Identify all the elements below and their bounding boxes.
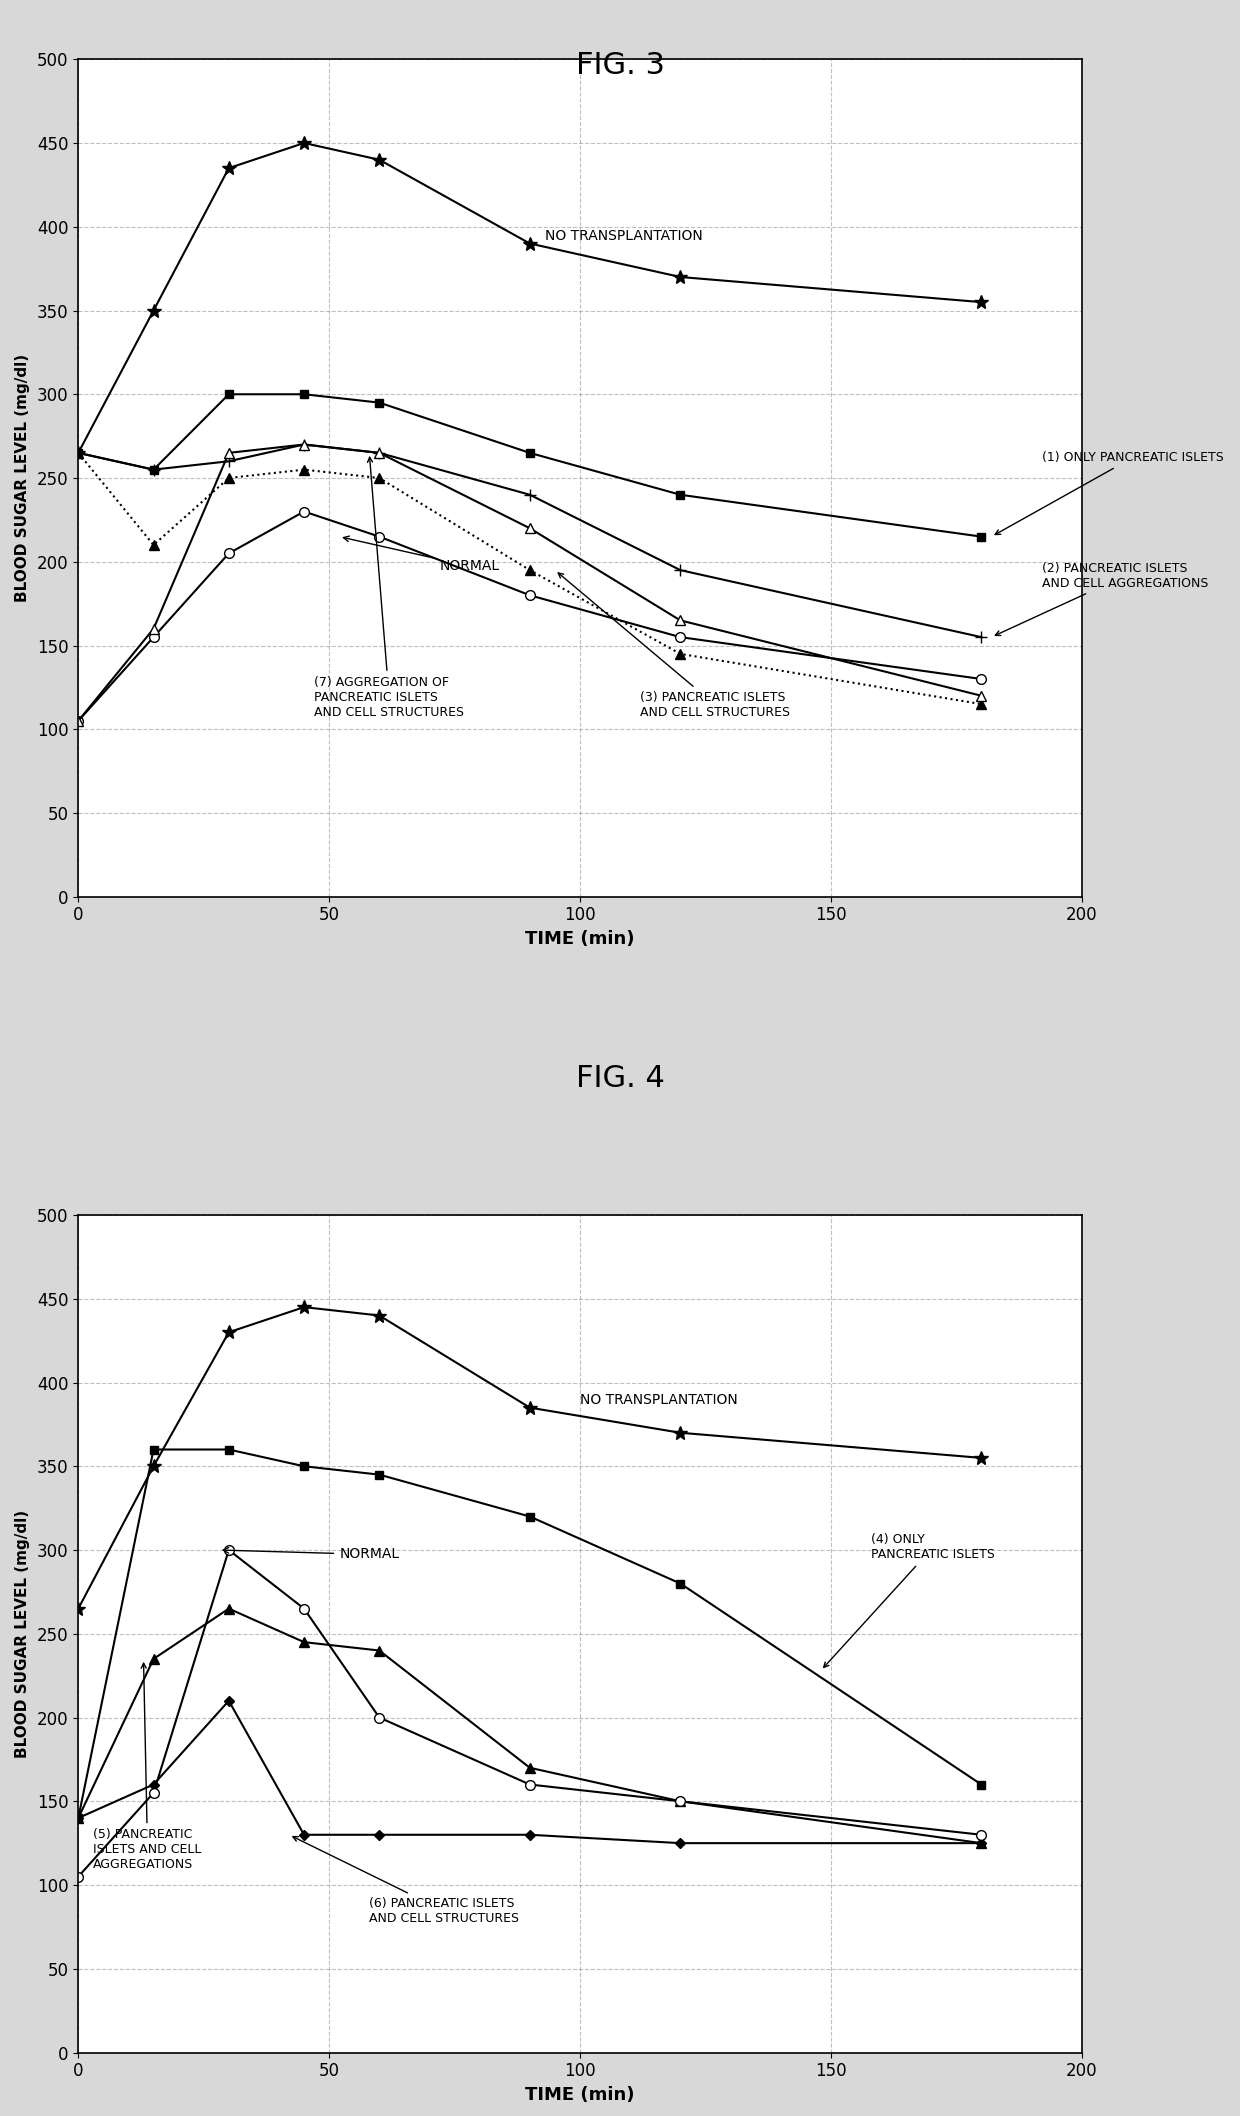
Y-axis label: BLOOD SUGAR LEVEL (mg/dl): BLOOD SUGAR LEVEL (mg/dl) [15,1509,30,1758]
Text: NO TRANSPLANTATION: NO TRANSPLANTATION [580,1392,738,1407]
Text: FIG. 4: FIG. 4 [575,1064,665,1094]
Text: NORMAL: NORMAL [223,1547,399,1562]
Text: (2) PANCREATIC ISLETS
AND CELL AGGREGATIONS: (2) PANCREATIC ISLETS AND CELL AGGREGATI… [996,563,1208,635]
Text: (4) ONLY
PANCREATIC ISLETS: (4) ONLY PANCREATIC ISLETS [823,1534,994,1667]
X-axis label: TIME (min): TIME (min) [526,931,635,948]
Text: NORMAL: NORMAL [343,535,500,573]
Text: (7) AGGREGATION OF
PANCREATIC ISLETS
AND CELL STRUCTURES: (7) AGGREGATION OF PANCREATIC ISLETS AND… [314,457,464,719]
Text: FIG. 3: FIG. 3 [575,51,665,80]
Text: (6) PANCREATIC ISLETS
AND CELL STRUCTURES: (6) PANCREATIC ISLETS AND CELL STRUCTURE… [293,1837,520,1926]
Y-axis label: BLOOD SUGAR LEVEL (mg/dl): BLOOD SUGAR LEVEL (mg/dl) [15,353,30,603]
Text: NO TRANSPLANTATION: NO TRANSPLANTATION [544,229,703,243]
Text: (1) ONLY PANCREATIC ISLETS: (1) ONLY PANCREATIC ISLETS [996,451,1224,535]
Text: (5) PANCREATIC
ISLETS AND CELL
AGGREGATIONS: (5) PANCREATIC ISLETS AND CELL AGGREGATI… [93,1663,202,1871]
Text: (3) PANCREATIC ISLETS
AND CELL STRUCTURES: (3) PANCREATIC ISLETS AND CELL STRUCTURE… [558,573,790,719]
X-axis label: TIME (min): TIME (min) [526,2086,635,2103]
